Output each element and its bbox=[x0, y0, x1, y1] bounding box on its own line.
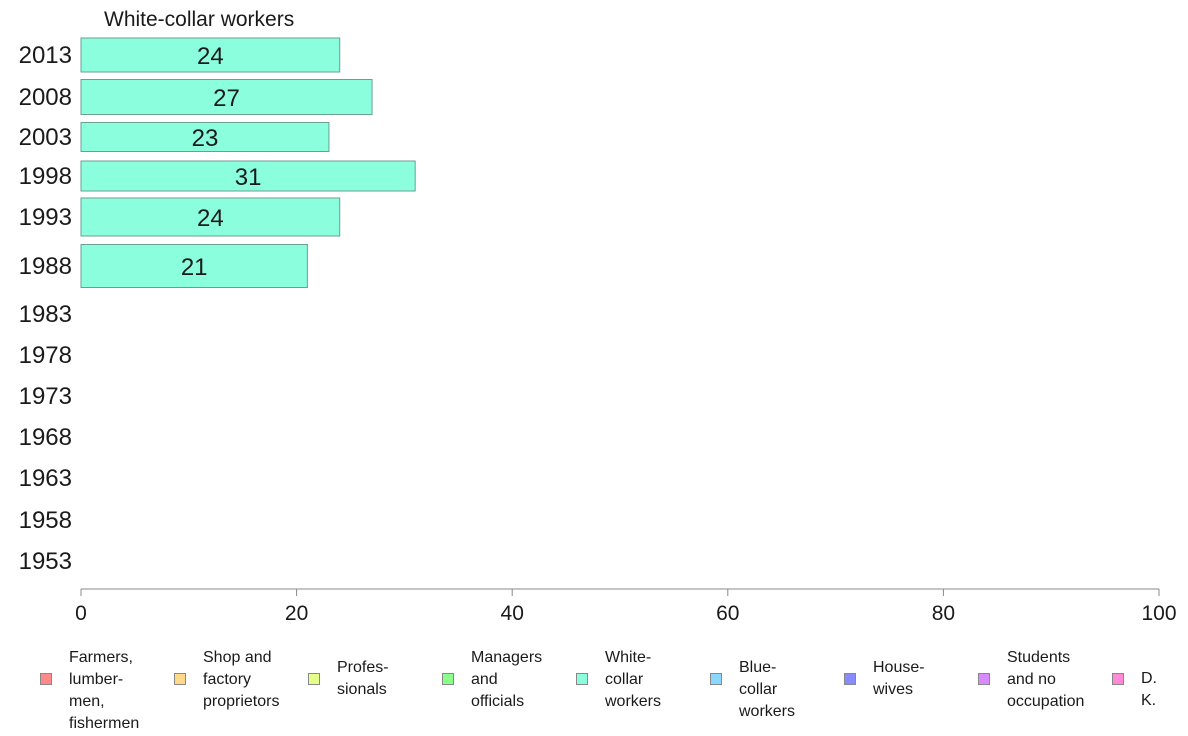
bar-value-label: 23 bbox=[192, 125, 219, 152]
legend-swatch bbox=[844, 673, 856, 685]
year-label: 1993 bbox=[19, 204, 72, 231]
bar-value-label: 24 bbox=[197, 205, 224, 232]
legend-label: Managers and officials bbox=[471, 649, 543, 710]
year-label: 1998 bbox=[19, 163, 72, 190]
year-label: 1978 bbox=[19, 342, 72, 369]
x-axis: 0 20 40 60 80 100 bbox=[75, 588, 1177, 625]
legend-label: Farmers, lumber- men, fishermen bbox=[69, 649, 140, 732]
legend-label: Students and no occupation bbox=[1007, 649, 1085, 710]
year-label: 2003 bbox=[19, 124, 72, 151]
legend-swatch bbox=[1112, 673, 1124, 685]
year-label: 2008 bbox=[19, 84, 72, 111]
legend-label: Shop and factory proprietors bbox=[203, 649, 280, 710]
bar-1993 bbox=[80, 197, 341, 237]
year-label: 1968 bbox=[19, 424, 72, 451]
legend-label: Blue-collar workers bbox=[739, 659, 796, 720]
bar-2013 bbox=[80, 37, 341, 73]
bar-2008 bbox=[80, 79, 373, 115]
legend-swatch bbox=[174, 673, 186, 685]
x-tick-label: 80 bbox=[932, 602, 955, 625]
legend-swatch bbox=[40, 673, 52, 685]
bar-value-label: 31 bbox=[235, 164, 262, 191]
legend-label: Profes- sionals bbox=[337, 659, 389, 698]
x-tick-label: 0 bbox=[75, 602, 87, 625]
year-labels: 2013 2008 2003 1998 1993 1988 1983 1978 1973 1968… bbox=[19, 42, 72, 575]
legend: Farmers, lumber- men, fishermen Shop and … bbox=[0, 640, 1188, 736]
legend-label: D. K. bbox=[1141, 670, 1157, 709]
year-label: 2013 bbox=[19, 42, 72, 69]
year-label: 1958 bbox=[19, 507, 72, 534]
bar-1998 bbox=[80, 160, 416, 192]
x-tick-label: 100 bbox=[1141, 602, 1176, 625]
bars-layer: 24 27 23 31 24 21 bbox=[80, 37, 416, 288]
year-label: 1953 bbox=[19, 548, 72, 575]
bar-value-label: 21 bbox=[181, 254, 208, 281]
legend-label: House- wives bbox=[873, 659, 925, 698]
legend-swatch bbox=[442, 673, 454, 685]
bar-2003 bbox=[80, 122, 330, 152]
legend-swatch bbox=[978, 673, 990, 685]
year-label: 1983 bbox=[19, 301, 72, 328]
legend-label: White- collar workers bbox=[605, 649, 662, 710]
x-tick-label: 20 bbox=[285, 602, 308, 625]
year-label: 1988 bbox=[19, 253, 72, 280]
bar-1988 bbox=[80, 244, 308, 288]
legend-swatch bbox=[576, 673, 588, 685]
legend-swatch bbox=[710, 673, 722, 685]
bar-value-label: 24 bbox=[197, 43, 224, 70]
bar-value-label: 27 bbox=[213, 85, 240, 112]
legend-swatch bbox=[308, 673, 320, 685]
chart-title: White-collar workers bbox=[104, 8, 294, 31]
x-tick-label: 40 bbox=[501, 602, 524, 625]
year-label: 1963 bbox=[19, 465, 72, 492]
year-label: 1973 bbox=[19, 383, 72, 410]
x-tick-label: 60 bbox=[716, 602, 739, 625]
